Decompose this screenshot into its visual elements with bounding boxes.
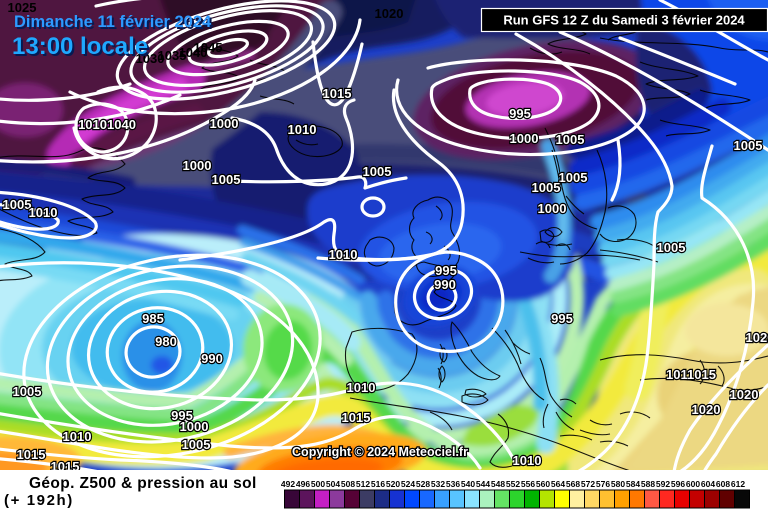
- svg-text:Copyright © 2024 Meteociel.fr: Copyright © 2024 Meteociel.fr: [292, 445, 468, 459]
- svg-text:540: 540: [461, 479, 475, 489]
- svg-text:548: 548: [491, 479, 505, 489]
- svg-text:564: 564: [551, 479, 565, 489]
- svg-text:(+ 192h): (+ 192h): [4, 492, 74, 509]
- svg-text:1010: 1010: [347, 380, 376, 395]
- svg-text:612: 612: [731, 479, 745, 489]
- svg-text:10101040: 10101040: [78, 117, 136, 132]
- svg-text:592: 592: [656, 479, 670, 489]
- svg-text:604: 604: [701, 479, 715, 489]
- svg-text:1025: 1025: [8, 0, 37, 15]
- svg-text:588: 588: [641, 479, 655, 489]
- svg-text:1020: 1020: [746, 330, 768, 345]
- svg-text:496: 496: [296, 479, 310, 489]
- svg-text:516: 516: [371, 479, 385, 489]
- svg-text:1005: 1005: [212, 172, 241, 187]
- svg-text:1005: 1005: [532, 180, 561, 195]
- svg-text:980: 980: [155, 334, 177, 349]
- svg-text:1010: 1010: [288, 122, 317, 137]
- svg-text:985: 985: [142, 311, 164, 326]
- svg-text:1005: 1005: [559, 170, 588, 185]
- svg-text:1000: 1000: [538, 201, 567, 216]
- svg-text:1005: 1005: [556, 132, 585, 147]
- svg-text:Dimanche 11 février 2024: Dimanche 11 février 2024: [16, 15, 214, 33]
- svg-text:1045: 1045: [194, 40, 223, 55]
- svg-text:504: 504: [326, 479, 340, 489]
- svg-text:572: 572: [581, 479, 595, 489]
- svg-text:608: 608: [716, 479, 730, 489]
- svg-text:1000: 1000: [510, 131, 539, 146]
- svg-text:1020: 1020: [375, 6, 404, 21]
- svg-text:524: 524: [401, 479, 415, 489]
- svg-text:Dimanche 11 février 2024: Dimanche 11 février 2024: [14, 13, 212, 31]
- svg-text:1005: 1005: [3, 197, 32, 212]
- svg-text:528: 528: [416, 479, 430, 489]
- svg-text:990: 990: [434, 277, 456, 292]
- svg-text:584: 584: [626, 479, 640, 489]
- svg-text:13:00 locale: 13:00 locale: [14, 35, 150, 62]
- svg-text:596: 596: [671, 479, 685, 489]
- svg-text:995: 995: [435, 263, 457, 278]
- svg-text:600: 600: [686, 479, 700, 489]
- svg-text:Run GFS 12 Z du Samedi 3 févri: Run GFS 12 Z du Samedi 3 février 2024: [503, 13, 745, 28]
- svg-text:1000: 1000: [183, 158, 212, 173]
- svg-text:13:00 locale: 13:00 locale: [12, 33, 148, 60]
- svg-text:1005: 1005: [734, 138, 763, 153]
- svg-text:Géop. Z500 & pression au sol: Géop. Z500 & pression au sol: [29, 475, 257, 492]
- svg-text:500: 500: [311, 479, 325, 489]
- svg-text:1020: 1020: [692, 402, 721, 417]
- svg-text:1030: 1030: [136, 51, 165, 66]
- svg-text:520: 520: [386, 479, 400, 489]
- svg-text:995: 995: [171, 408, 193, 423]
- svg-text:552: 552: [506, 479, 520, 489]
- svg-text:1005: 1005: [363, 164, 392, 179]
- svg-text:1005: 1005: [657, 240, 686, 255]
- svg-text:1000: 1000: [180, 419, 209, 434]
- svg-text:512: 512: [356, 479, 370, 489]
- svg-text:508: 508: [341, 479, 355, 489]
- svg-text:995: 995: [551, 311, 573, 326]
- svg-text:1005: 1005: [182, 437, 211, 452]
- svg-text:536: 536: [446, 479, 460, 489]
- svg-text:1015: 1015: [323, 86, 352, 101]
- svg-text:1040: 1040: [179, 45, 208, 60]
- svg-text:1020: 1020: [730, 387, 759, 402]
- svg-text:1011015: 1011015: [666, 367, 716, 382]
- svg-text:1015: 1015: [342, 410, 371, 425]
- svg-text:492: 492: [281, 479, 295, 489]
- svg-text:1010: 1010: [29, 205, 58, 220]
- svg-text:1035: 1035: [158, 48, 187, 63]
- svg-text:576: 576: [596, 479, 610, 489]
- svg-text:1010: 1010: [513, 453, 542, 468]
- svg-text:580: 580: [611, 479, 625, 489]
- svg-text:1010: 1010: [63, 429, 92, 444]
- svg-text:556: 556: [521, 479, 535, 489]
- svg-text:995: 995: [509, 106, 531, 121]
- svg-text:990: 990: [201, 351, 223, 366]
- svg-text:1000: 1000: [210, 116, 239, 131]
- svg-text:1015: 1015: [17, 447, 46, 462]
- svg-text:560: 560: [536, 479, 550, 489]
- svg-text:568: 568: [566, 479, 580, 489]
- svg-text:1005: 1005: [13, 384, 42, 399]
- svg-text:544: 544: [476, 479, 490, 489]
- svg-text:532: 532: [431, 479, 445, 489]
- svg-text:1010: 1010: [329, 247, 358, 262]
